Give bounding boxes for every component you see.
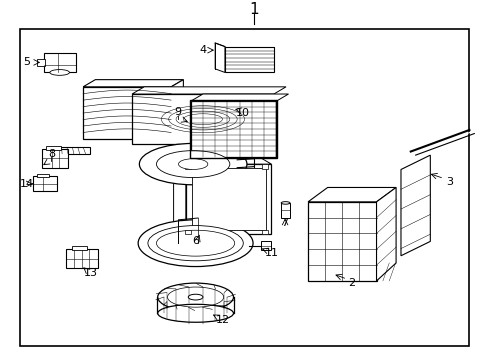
Bar <box>33 176 57 191</box>
Ellipse shape <box>281 202 289 204</box>
Polygon shape <box>307 188 395 202</box>
Ellipse shape <box>156 230 234 256</box>
Ellipse shape <box>50 69 69 75</box>
Bar <box>262 165 267 169</box>
Text: 8: 8 <box>48 149 55 159</box>
Polygon shape <box>173 157 185 234</box>
Text: 6: 6 <box>192 237 199 246</box>
Ellipse shape <box>178 159 207 170</box>
Bar <box>307 202 376 281</box>
Bar <box>46 146 61 150</box>
Polygon shape <box>190 94 288 101</box>
Bar <box>184 230 190 234</box>
Bar <box>191 168 265 230</box>
Ellipse shape <box>157 304 233 322</box>
Text: 14: 14 <box>20 179 34 189</box>
Bar <box>184 165 190 169</box>
Bar <box>262 230 267 234</box>
Text: 1: 1 <box>249 2 259 17</box>
Polygon shape <box>400 155 429 256</box>
Ellipse shape <box>156 150 229 177</box>
Polygon shape <box>83 80 183 87</box>
Text: 7: 7 <box>281 218 288 228</box>
Text: 12: 12 <box>215 315 229 325</box>
Text: 13: 13 <box>83 268 97 278</box>
Text: 10: 10 <box>236 108 249 118</box>
Text: 11: 11 <box>264 248 278 258</box>
Bar <box>72 247 87 250</box>
Ellipse shape <box>139 143 246 185</box>
Ellipse shape <box>138 220 253 266</box>
Bar <box>281 203 289 218</box>
Bar <box>83 87 171 139</box>
Bar <box>56 147 90 154</box>
Bar <box>37 174 49 177</box>
Text: 2: 2 <box>348 278 355 288</box>
Text: 9: 9 <box>174 107 181 117</box>
Bar <box>66 248 98 268</box>
Bar <box>260 241 271 250</box>
Bar <box>190 101 276 157</box>
Polygon shape <box>132 87 285 94</box>
Bar <box>224 46 273 72</box>
Ellipse shape <box>148 226 243 261</box>
Polygon shape <box>171 80 183 139</box>
Polygon shape <box>132 94 273 144</box>
Text: 4: 4 <box>199 45 206 55</box>
Polygon shape <box>215 43 224 72</box>
Ellipse shape <box>188 294 203 300</box>
Bar <box>41 149 68 168</box>
Bar <box>189 100 277 158</box>
Polygon shape <box>173 157 271 164</box>
Ellipse shape <box>157 283 233 311</box>
Text: 5: 5 <box>23 57 30 67</box>
Bar <box>185 164 271 234</box>
Polygon shape <box>376 188 395 281</box>
Text: 3: 3 <box>446 177 452 187</box>
Bar <box>20 29 468 346</box>
Bar <box>44 53 76 72</box>
Bar <box>37 59 45 66</box>
